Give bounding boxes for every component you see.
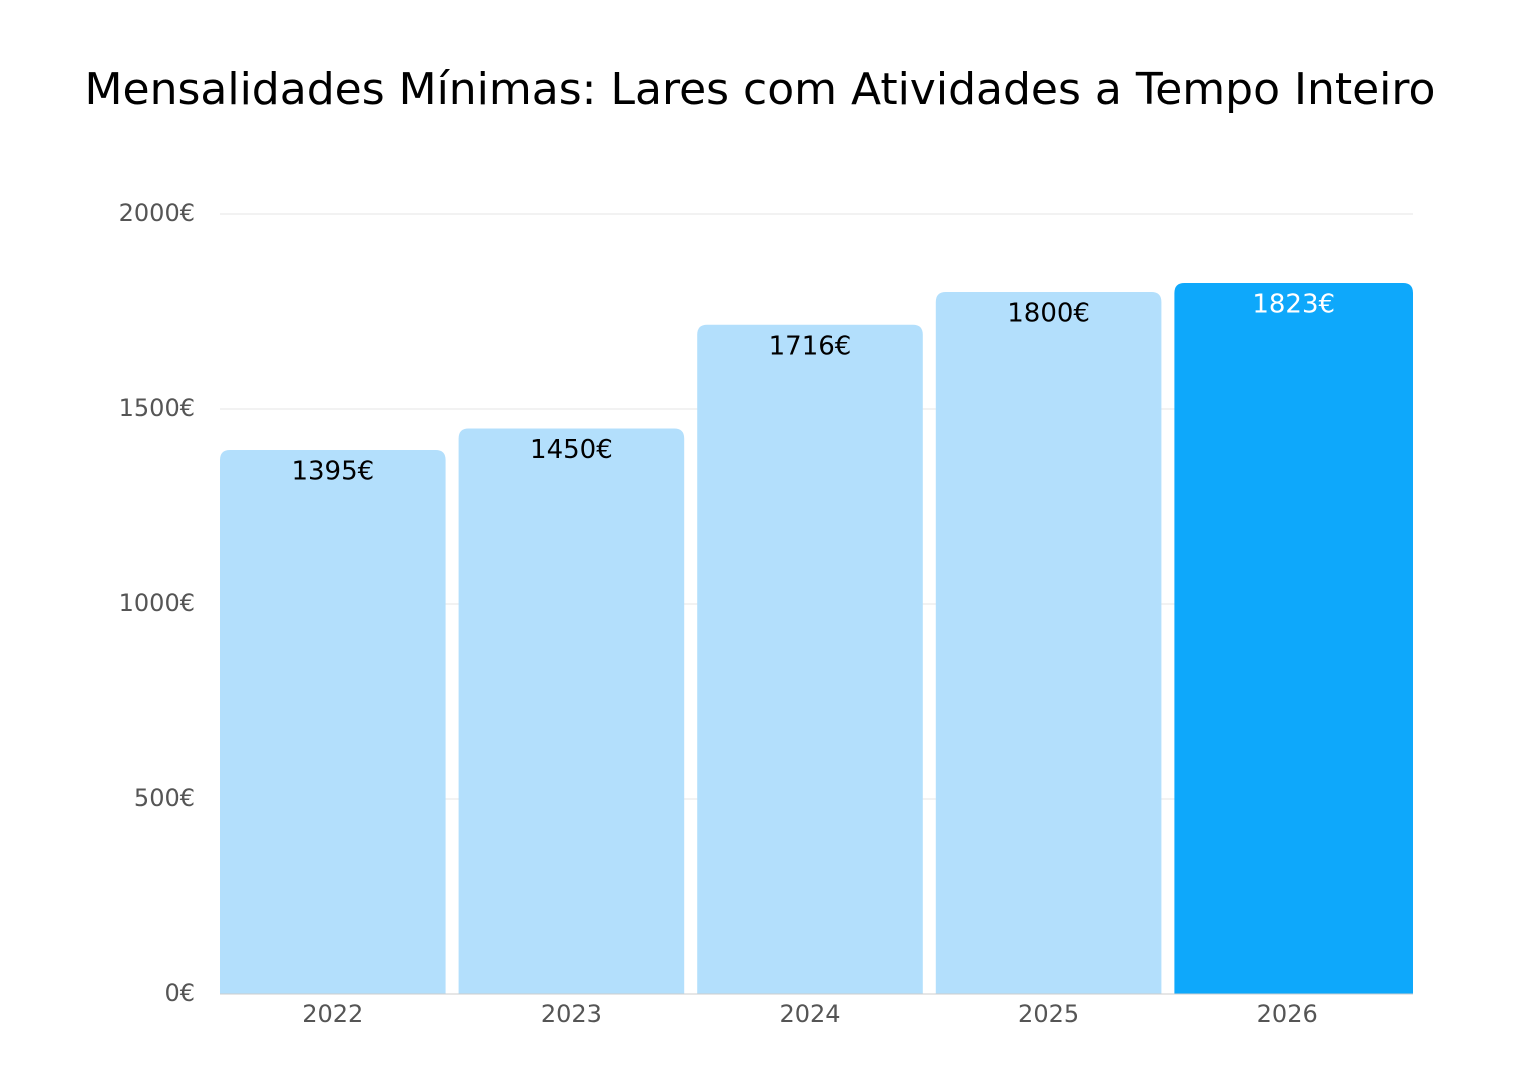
bar	[458, 428, 685, 994]
y-tick-label: 1500€	[119, 394, 195, 422]
value-label: 1800€	[1007, 299, 1090, 329]
y-tick-label: 2000€	[119, 199, 195, 227]
x-tick-label: 2023	[541, 1000, 602, 1028]
value-label: 1395€	[291, 456, 374, 486]
y-tick-label: 1000€	[119, 589, 195, 617]
x-tick-label: 2022	[302, 1000, 363, 1028]
chart-title: Mensalidades Mínimas: Lares com Atividad…	[85, 64, 1436, 115]
bar	[935, 292, 1162, 994]
y-tick-label: 0€	[164, 979, 195, 1007]
x-tick-label: 2026	[1257, 1000, 1318, 1028]
value-label: 1823€	[1252, 290, 1335, 320]
y-tick-label: 500€	[134, 784, 195, 812]
value-label: 1450€	[530, 435, 613, 465]
bar	[1174, 283, 1413, 994]
bar	[220, 449, 446, 994]
bar	[697, 324, 923, 994]
x-tick-label: 2024	[779, 1000, 840, 1028]
value-label: 1716€	[769, 331, 852, 361]
x-tick-label: 2025	[1018, 1000, 1079, 1028]
